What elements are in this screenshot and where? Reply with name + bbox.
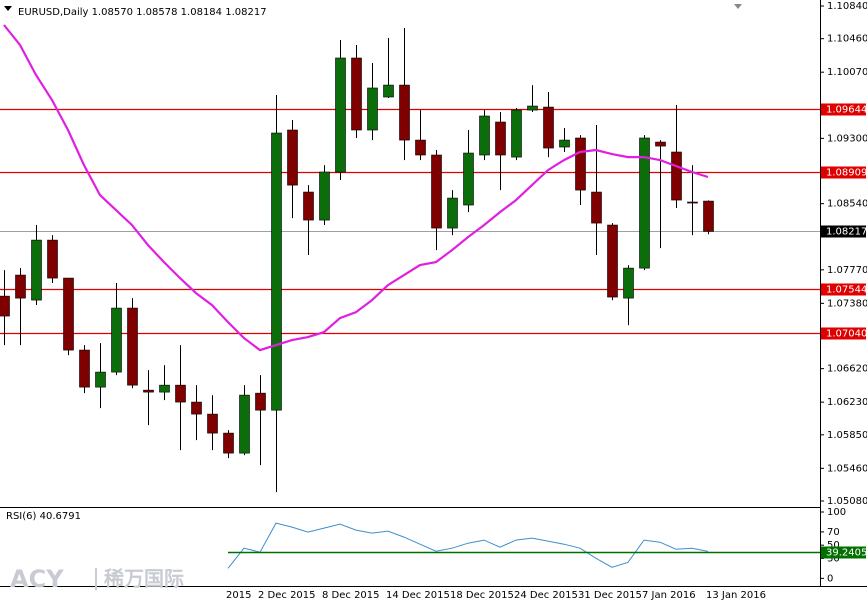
candle-body: [543, 106, 554, 149]
y-tick-label: 1.10070: [827, 67, 867, 78]
candle-body: [591, 191, 602, 224]
last-price-label: 1.08217: [826, 227, 867, 238]
candle-body: [639, 137, 650, 269]
candle-body: [95, 371, 106, 388]
candle-body: [79, 349, 90, 388]
chart-title: EURUSD,Daily 1.08570 1.08578 1.08184 1.0…: [18, 7, 267, 18]
candle-body: [367, 87, 378, 131]
level-label: 1.09644: [826, 105, 867, 116]
candle-body: [0, 295, 10, 317]
x-tick-label: 31 Dec 2015: [578, 590, 642, 601]
candle-body: [175, 384, 186, 403]
candle-body: [527, 105, 538, 111]
level-label-box: [821, 283, 866, 296]
rsi-tick-label: 70: [827, 527, 840, 538]
x-tick-label: 8 Dec 2015: [322, 590, 380, 601]
level-label: 1.07544: [826, 285, 867, 296]
y-tick-label: 1.08540: [827, 199, 867, 210]
rsi-level-box: [821, 546, 866, 559]
candle-body: [303, 191, 314, 221]
candle-body: [287, 129, 298, 186]
rsi-line: [227, 522, 709, 569]
candle-body: [159, 384, 170, 393]
candle-body: [511, 109, 522, 158]
candle-body: [623, 267, 634, 299]
candle-body: [271, 132, 282, 411]
rsi-tick-label: 0: [827, 573, 833, 584]
candle-body: [351, 57, 362, 131]
level-label-box: [821, 166, 866, 179]
candle-body: [207, 413, 218, 434]
y-tick-label: 1.05850: [827, 430, 867, 441]
menu-arrow[interactable]: [4, 6, 12, 11]
candle-body: [319, 171, 330, 221]
candle-body: [191, 401, 202, 415]
candle-body: [143, 389, 154, 393]
y-tick-label: 1.05460: [827, 463, 867, 474]
candle-body: [703, 200, 714, 232]
candle-body: [575, 137, 586, 191]
candle-body: [671, 151, 682, 201]
y-tick-label: 1.10840: [827, 1, 867, 12]
y-tick-label: 1.09300: [827, 133, 867, 144]
rsi-tick-label: 50: [827, 540, 840, 551]
candle-body: [463, 152, 474, 206]
candle-body: [239, 394, 250, 454]
x-tick-label: 24 Dec 2015: [514, 590, 578, 601]
level-label: 1.08909: [826, 168, 867, 179]
level-label-box: [821, 327, 866, 340]
candle-body: [495, 121, 506, 156]
candle-body: [63, 277, 74, 351]
candle-body: [431, 154, 442, 229]
rsi-level-label: 39.2405: [826, 548, 867, 559]
level-label: 1.07040: [826, 329, 867, 340]
candle-body: [383, 84, 394, 98]
rsi-tick-label: 30: [827, 553, 840, 564]
candle-body: [335, 57, 346, 173]
y-tick-label: 1.05080: [827, 496, 867, 507]
shift-marker: [734, 4, 742, 9]
candle-body: [111, 307, 122, 373]
candle-body: [687, 201, 698, 204]
level-label-box: [821, 103, 866, 116]
x-tick-label: 7 Jan 2016: [642, 590, 696, 601]
watermark-text: 稀万国际: [104, 567, 184, 591]
candle-body: [415, 139, 426, 156]
watermark-logo: ACY: [10, 565, 64, 593]
x-tick-label: 18 Dec 2015: [450, 590, 514, 601]
candle-body: [31, 239, 42, 301]
indicator-title: RSI(6) 40.6791: [6, 511, 81, 522]
candle-body: [447, 197, 458, 229]
last-price-box: [821, 225, 866, 238]
rsi-tick-label: 100: [827, 507, 846, 518]
y-tick-label: 1.10460: [827, 34, 867, 45]
x-tick-label: 2 Dec 2015: [258, 590, 316, 601]
y-tick-label: 1.07380: [827, 298, 867, 309]
x-tick-label: 2015: [226, 590, 251, 601]
candle-body: [255, 392, 266, 411]
candle-body: [127, 307, 138, 386]
x-tick-label: 14 Dec 2015: [386, 590, 450, 601]
candle-body: [399, 84, 410, 141]
candle-body: [479, 115, 490, 156]
y-tick-label: 1.06620: [827, 364, 867, 375]
candle-body: [655, 141, 666, 147]
candle-body: [223, 432, 234, 454]
candle-body: [607, 224, 618, 298]
candle-body: [47, 239, 58, 279]
candle-body: [15, 274, 26, 299]
moving-average: [3, 24, 709, 352]
y-tick-label: 1.07770: [827, 265, 867, 276]
y-tick-label: 1.06230: [827, 397, 867, 408]
candle-body: [559, 139, 570, 148]
x-tick-label: 13 Jan 2016: [706, 590, 766, 601]
